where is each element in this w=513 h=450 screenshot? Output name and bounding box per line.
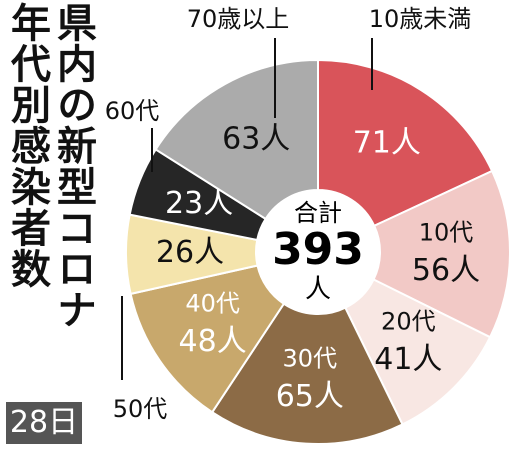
slice <box>129 264 286 414</box>
category-label: 70歳以上 <box>187 5 290 33</box>
category-label: 10代 <box>419 219 474 247</box>
subtitle: 年代別感染者数 <box>4 2 50 289</box>
category-label: 50代 <box>113 395 168 423</box>
category-label: 40代 <box>185 290 240 318</box>
value-label: 56人 <box>412 253 480 288</box>
category-label: 10歳未満 <box>369 5 472 33</box>
value-label: 41人 <box>374 342 442 377</box>
title-block: 県内の新型コロナ 年代別感染者数 <box>4 2 96 330</box>
value-label: 26人 <box>156 235 224 270</box>
category-label: 60代 <box>105 97 160 125</box>
category-label: 20代 <box>381 308 436 336</box>
value-label: 71人 <box>353 126 421 161</box>
date-badge: 28日 <box>6 402 82 444</box>
slice <box>317 58 494 228</box>
category-label: 30代 <box>283 345 338 373</box>
slice <box>154 58 319 221</box>
value-label: 65人 <box>276 379 344 414</box>
value-label: 48人 <box>179 324 247 359</box>
title: 県内の新型コロナ <box>50 2 96 330</box>
value-label: 63人 <box>222 121 290 156</box>
total-unit: 人 <box>305 275 331 305</box>
slice <box>210 302 404 445</box>
center-label: 合計 <box>294 199 342 227</box>
total: 393 <box>272 224 364 275</box>
